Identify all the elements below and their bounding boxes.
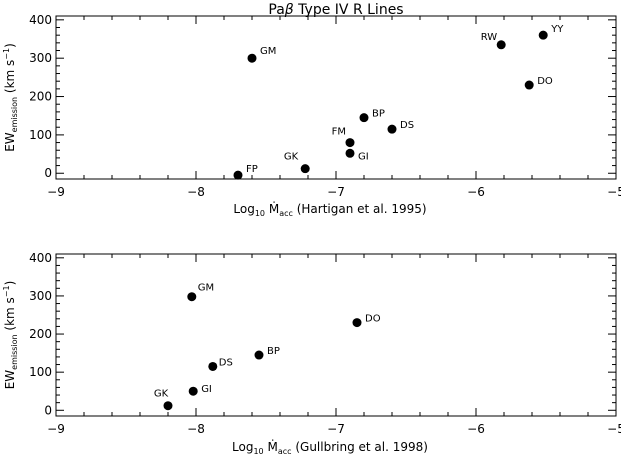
y-axis-label: EWemission (km s−1): [2, 43, 19, 152]
plot-frame: [55, 15, 617, 180]
point-label-gi: GI: [201, 384, 212, 395]
point-label-bp: BP: [267, 346, 280, 357]
data-point-bp: [359, 113, 369, 123]
y-tick-label: 400: [29, 251, 52, 265]
x-tick-label: −9: [47, 185, 65, 199]
y-axis-label: EWemission (km s−1): [2, 281, 19, 390]
data-point-fm: [345, 138, 355, 148]
y-tick-label: 0: [44, 166, 52, 180]
data-point-ds: [208, 361, 218, 371]
x-tick-label: −8: [187, 422, 205, 436]
point-label-ds: DS: [219, 357, 233, 368]
x-tick-label: −6: [467, 422, 485, 436]
data-point-do: [352, 318, 362, 328]
data-point-gk: [300, 164, 310, 174]
data-point-gm: [187, 292, 197, 302]
y-tick-label: 200: [29, 327, 52, 341]
x-axis-label: Log10 Ṁacc (Gullbring et al. 1998): [232, 439, 428, 456]
point-label-rw: RW: [481, 32, 498, 43]
data-point-do: [524, 80, 534, 90]
point-label-yy: YY: [550, 24, 564, 35]
x-tick-label: −6: [467, 185, 485, 199]
point-label-gm: GM: [198, 283, 214, 294]
y-tick-label: 100: [29, 365, 52, 379]
point-label-do: DO: [365, 314, 381, 325]
data-point-ds: [387, 124, 397, 134]
x-tick-label: −9: [47, 422, 65, 436]
data-point-fp: [233, 170, 243, 180]
x-tick-label: −8: [187, 185, 205, 199]
y-tick-label: 0: [44, 403, 52, 417]
y-tick-label: 100: [29, 128, 52, 142]
y-tick-label: 200: [29, 90, 52, 104]
plot-frame: [55, 253, 617, 417]
data-point-yy: [538, 30, 548, 40]
point-label-gm: GM: [260, 46, 276, 57]
point-label-bp: BP: [372, 109, 385, 120]
point-label-fm: FM: [332, 127, 346, 138]
point-label-gk: GK: [284, 152, 299, 163]
y-tick-label: 400: [29, 13, 52, 27]
x-tick-label: −7: [327, 185, 345, 199]
point-label-ds: DS: [400, 120, 414, 131]
data-point-bp: [254, 350, 264, 360]
x-tick-label: −7: [327, 422, 345, 436]
point-label-gi: GI: [358, 151, 369, 162]
x-tick-label: −5: [607, 422, 621, 436]
data-point-gi: [345, 148, 355, 158]
data-point-gm: [247, 53, 257, 63]
y-tick-label: 300: [29, 289, 52, 303]
data-point-rw: [496, 40, 506, 50]
x-tick-label: −5: [607, 185, 621, 199]
panel-gullbring: −9 −8 −7 −6 −5 0 100 200 300 400 Log10 Ṁacc (Gullb…: [2, 251, 621, 456]
data-point-gk: [163, 401, 173, 411]
point-label-gk: GK: [154, 389, 169, 400]
point-label-fp: FP: [246, 164, 258, 175]
x-axis-label: Log10 Ṁacc (Hartigan et al. 1995): [233, 201, 426, 218]
y-tick-label: 300: [29, 51, 52, 65]
data-point-gi: [188, 386, 198, 396]
panel-hartigan: −9 −8 −7 −6 −5 0 100 200 300 400 Log10 Ṁacc (Harti…: [2, 13, 621, 218]
chart-title: Paβ Type IV R Lines: [268, 2, 403, 18]
point-label-do: DO: [537, 76, 553, 87]
